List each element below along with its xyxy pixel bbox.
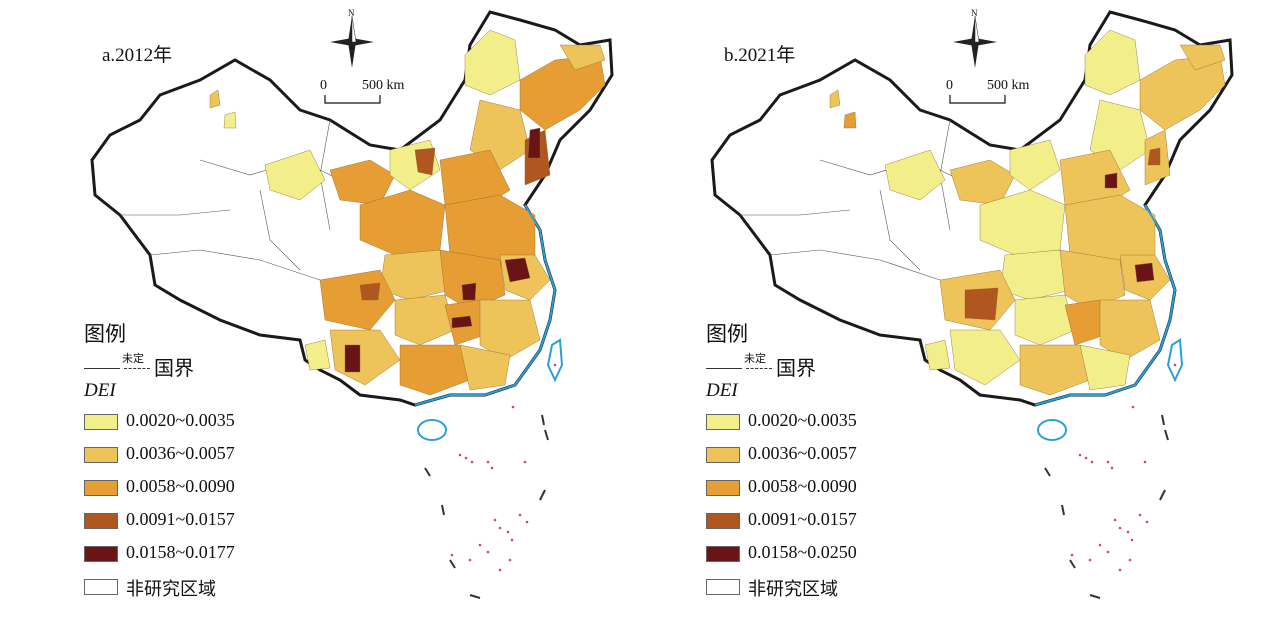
scale-bar	[949, 95, 1006, 104]
hainan-island	[417, 419, 447, 441]
legend-item: 0.0058~0.0090	[84, 476, 344, 509]
legend-2021: 图例 未定 国界 DEI 0.0020~0.0035 0.0036~0.0057…	[706, 318, 966, 608]
legend-swatch	[84, 546, 118, 562]
legend-swatch	[84, 480, 118, 496]
scale-bar	[324, 95, 381, 104]
china-map-2021	[710, 10, 1234, 599]
class-label: 0.0036~0.0057	[748, 443, 857, 463]
class-label: 0.0091~0.0157	[748, 509, 857, 529]
legend-swatch	[706, 513, 740, 529]
solid-border-line	[706, 368, 742, 369]
legend-swatch	[706, 447, 740, 463]
legend-item: 0.0158~0.0250	[706, 542, 966, 575]
legend-swatch	[706, 480, 740, 496]
legend-swatch	[706, 546, 740, 562]
panel-title-2021: b.2021年	[724, 45, 796, 66]
china-map-2012	[90, 10, 614, 599]
scale-zero-label: 0	[946, 78, 953, 93]
legend-swatch	[84, 579, 118, 595]
dashed-border-line	[124, 368, 150, 369]
legend-2012: 图例 未定 国界 DEI 0.0020~0.0035 0.0036~0.0057…	[84, 318, 344, 608]
scale-max-label: 500 km	[987, 78, 1030, 93]
hainan-island	[1037, 419, 1067, 441]
undetermined-label: 未定	[122, 353, 144, 365]
non-study-label: 非研究区域	[748, 579, 838, 599]
study-regions-2012	[264, 29, 606, 396]
legend-item: 0.0020~0.0035	[706, 410, 966, 443]
legend-swatch	[84, 447, 118, 463]
legend-item: 0.0036~0.0057	[706, 443, 966, 476]
border-label: 国界	[154, 358, 194, 380]
map-panel-2012: N a.2012年 0 500 km 图例 未定 国界 DEI 0.0020~0…	[0, 0, 634, 618]
study-regions-2021	[884, 29, 1226, 396]
legend-item-non-study: 非研究区域	[84, 575, 344, 608]
south-sea-islands	[450, 363, 557, 572]
nine-dash-line	[1044, 414, 1169, 599]
dashed-border-line	[746, 368, 772, 369]
legend-item: 0.0020~0.0035	[84, 410, 344, 443]
legend-swatch	[84, 414, 118, 430]
class-label: 0.0036~0.0057	[126, 443, 235, 463]
legend-swatch	[84, 513, 118, 529]
coastline	[414, 204, 557, 406]
map-panel-2021: N b.2021年 0 500 km 图例 未定 国界 DEI 0.0020~0…	[620, 0, 1254, 618]
class-label: 0.0020~0.0035	[748, 410, 857, 430]
legend-title: 图例	[84, 322, 126, 346]
border-legend-row: 未定 国界	[706, 350, 966, 380]
north-label: N	[348, 8, 355, 18]
class-label: 0.0058~0.0090	[126, 476, 235, 496]
class-label: 0.0058~0.0090	[748, 476, 857, 496]
nine-dash-line	[424, 414, 549, 599]
class-label: 0.0091~0.0157	[126, 509, 235, 529]
scale-max-label: 500 km	[362, 78, 405, 93]
north-arrow	[953, 15, 997, 68]
class-label: 0.0158~0.0177	[126, 542, 235, 562]
scale-zero-label: 0	[320, 78, 327, 93]
panel-title-2012: a.2012年	[102, 45, 173, 66]
undetermined-label: 未定	[744, 353, 766, 365]
taiwan-island	[546, 338, 564, 383]
non-study-label: 非研究区域	[126, 579, 216, 599]
coastline	[1034, 204, 1177, 406]
legend-item-non-study: 非研究区域	[706, 575, 966, 608]
variable-label: DEI	[84, 380, 116, 401]
legend-item: 0.0158~0.0177	[84, 542, 344, 575]
north-arrow	[330, 15, 374, 68]
variable-label: DEI	[706, 380, 738, 401]
class-label: 0.0158~0.0250	[748, 542, 857, 562]
legend-item: 0.0036~0.0057	[84, 443, 344, 476]
taiwan-island	[1166, 338, 1184, 383]
south-sea-islands	[1070, 363, 1177, 572]
legend-swatch	[706, 579, 740, 595]
border-label: 国界	[776, 358, 816, 380]
border-legend-row: 未定 国界	[84, 350, 344, 380]
solid-border-line	[84, 368, 120, 369]
legend-title: 图例	[706, 322, 748, 346]
legend-item: 0.0058~0.0090	[706, 476, 966, 509]
class-label: 0.0020~0.0035	[126, 410, 235, 430]
north-label: N	[971, 8, 978, 18]
legend-swatch	[706, 414, 740, 430]
legend-item: 0.0091~0.0157	[84, 509, 344, 542]
legend-item: 0.0091~0.0157	[706, 509, 966, 542]
